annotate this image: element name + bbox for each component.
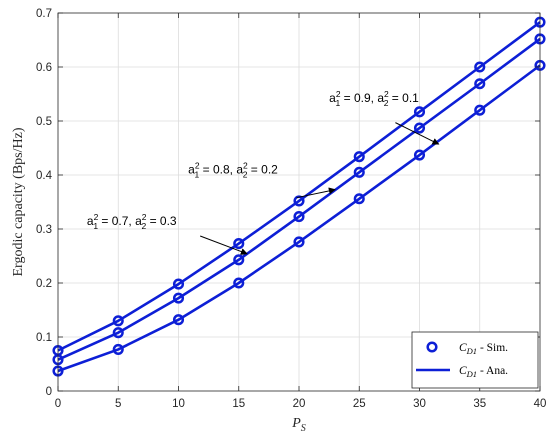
- y-tick-label: 0.7: [36, 8, 52, 20]
- annotation-text-part: a: [236, 162, 243, 176]
- legend-label-ana: CD1 - Ana.: [459, 365, 508, 379]
- data-point: [112, 327, 124, 339]
- x-tick-label: 20: [293, 398, 306, 410]
- y-tick-label: 0.6: [36, 62, 52, 74]
- annotation-label: a2 1 = 0.7, a2 2 = 0.3: [87, 212, 177, 231]
- legend-label-ana-sub: D1: [466, 369, 477, 379]
- data-point: [413, 106, 426, 118]
- data-point: [353, 166, 365, 178]
- annotation-text-part: 1: [195, 169, 200, 179]
- annotation-text-part: 2: [94, 212, 99, 222]
- x-axis-title-main: P: [291, 416, 301, 431]
- annotation-text-part: 1: [336, 98, 341, 108]
- annotation-arrow: [395, 122, 440, 145]
- annotation-text-part: = 0.1: [388, 91, 419, 105]
- data-point: [172, 314, 185, 326]
- x-tick-label: 5: [115, 398, 121, 410]
- annotation-text-part: 2: [142, 221, 147, 231]
- data-point: [233, 277, 245, 289]
- x-tick-label: 35: [473, 398, 486, 410]
- series-group: [52, 16, 546, 377]
- series-3: [52, 59, 546, 377]
- annotation-label: a2 1 = 0.9, a2 2 = 0.1: [329, 89, 419, 108]
- annotation-text-part: a: [87, 214, 94, 228]
- legend-label-ana-suffix: - Ana.: [477, 365, 508, 377]
- annotation-text-part: = 0.7,: [98, 214, 135, 228]
- legend-entry-sim: CD1 - Sim.: [426, 341, 508, 356]
- data-point: [233, 238, 245, 250]
- annotation-text-part: 2: [384, 98, 389, 108]
- data-point: [112, 343, 124, 355]
- legend: CD1 - Sim. CD1 - Ana.: [411, 331, 539, 389]
- annotation-1: a2 1 = 0.9, a2 2 = 0.1: [329, 89, 440, 145]
- annotation-text-part: a: [188, 162, 195, 176]
- annotation-text-part: a: [135, 214, 142, 228]
- legend-label-sim-main: C: [459, 342, 467, 354]
- annotation-text-part: a: [377, 91, 384, 105]
- x-tick-label: 15: [232, 398, 245, 410]
- y-tick-label: 0.1: [36, 332, 52, 344]
- x-tick-label: 25: [353, 398, 366, 410]
- annotations: a2 1 = 0.9, a2 2 = 0.1a2 1 = 0.8, a2 2 = 0.2…: [87, 89, 440, 255]
- data-point: [474, 104, 486, 116]
- y-tick-label: 0.2: [36, 278, 52, 290]
- legend-box: [411, 331, 539, 389]
- x-tick-label: 0: [55, 398, 61, 410]
- legend-marker-circle: [426, 341, 438, 353]
- annotation-label: a2 1 = 0.8, a2 2 = 0.2: [188, 160, 278, 179]
- series-2: [52, 33, 546, 366]
- x-tick-label: 30: [413, 398, 426, 410]
- annotation-text-part: 2: [243, 160, 248, 170]
- annotation-text-part: = 0.2: [247, 162, 278, 176]
- y-tick-label: 0.5: [36, 116, 52, 128]
- annotation-text-part: 2: [195, 160, 200, 170]
- legend-label-sim: CD1 - Sim.: [459, 342, 508, 356]
- data-point: [353, 151, 365, 163]
- legend-label-sim-sub: D1: [466, 346, 477, 356]
- x-tick-label: 40: [534, 398, 547, 410]
- y-axis-ticks: 0 0.1 0.2 0.3 0.4 0.5 0.6 0.7: [36, 8, 540, 398]
- data-point: [172, 292, 185, 304]
- data-point: [353, 193, 365, 205]
- data-point: [112, 315, 124, 327]
- annotation-text-part: 2: [243, 169, 248, 179]
- data-point: [233, 254, 245, 266]
- annotation-text-part: 2: [142, 212, 147, 222]
- data-point: [293, 211, 305, 223]
- data-point: [474, 78, 486, 90]
- x-axis-title: PS: [291, 416, 306, 434]
- y-axis-title: Ergodic capacity (Bps/Hz): [11, 127, 26, 276]
- data-point: [293, 236, 305, 248]
- annotation-arrow: [200, 235, 248, 255]
- legend-label-ana-main: C: [459, 365, 467, 377]
- y-tick-label: 0.3: [36, 224, 52, 236]
- y-tick-label: 0: [46, 386, 52, 398]
- annotation-text-part: = 0.3: [146, 214, 177, 228]
- data-point: [474, 61, 486, 73]
- x-axis-title-sub: S: [301, 423, 306, 434]
- x-tick-label: 10: [172, 398, 185, 410]
- annotation-text-part: a: [329, 91, 336, 105]
- legend-entry-ana: CD1 - Ana.: [416, 365, 508, 379]
- x-axis-ticks: 0 5 10 15 20 25 30 35 40: [55, 13, 547, 410]
- series-line: [57, 37, 541, 361]
- y-tick-label: 0.4: [36, 170, 53, 182]
- annotation-2: a2 1 = 0.8, a2 2 = 0.2: [188, 160, 336, 199]
- annotation-arrow: [296, 187, 336, 199]
- legend-label-sim-suffix: - Sim.: [477, 342, 508, 354]
- annotation-text-part: 2: [384, 89, 389, 99]
- annotation-text-part: 2: [336, 89, 341, 99]
- annotation-text-part: = 0.9,: [340, 91, 377, 105]
- series-line: [57, 21, 541, 352]
- data-point: [413, 122, 426, 134]
- grid-lines: [58, 13, 540, 391]
- data-point: [172, 278, 185, 290]
- data-point: [413, 149, 426, 161]
- data-point: [293, 195, 305, 207]
- series-line: [57, 64, 541, 373]
- annotation-text-part: = 0.8,: [199, 162, 236, 176]
- annotation-3: a2 1 = 0.7, a2 2 = 0.3: [87, 212, 248, 255]
- annotation-text-part: 1: [93, 221, 98, 231]
